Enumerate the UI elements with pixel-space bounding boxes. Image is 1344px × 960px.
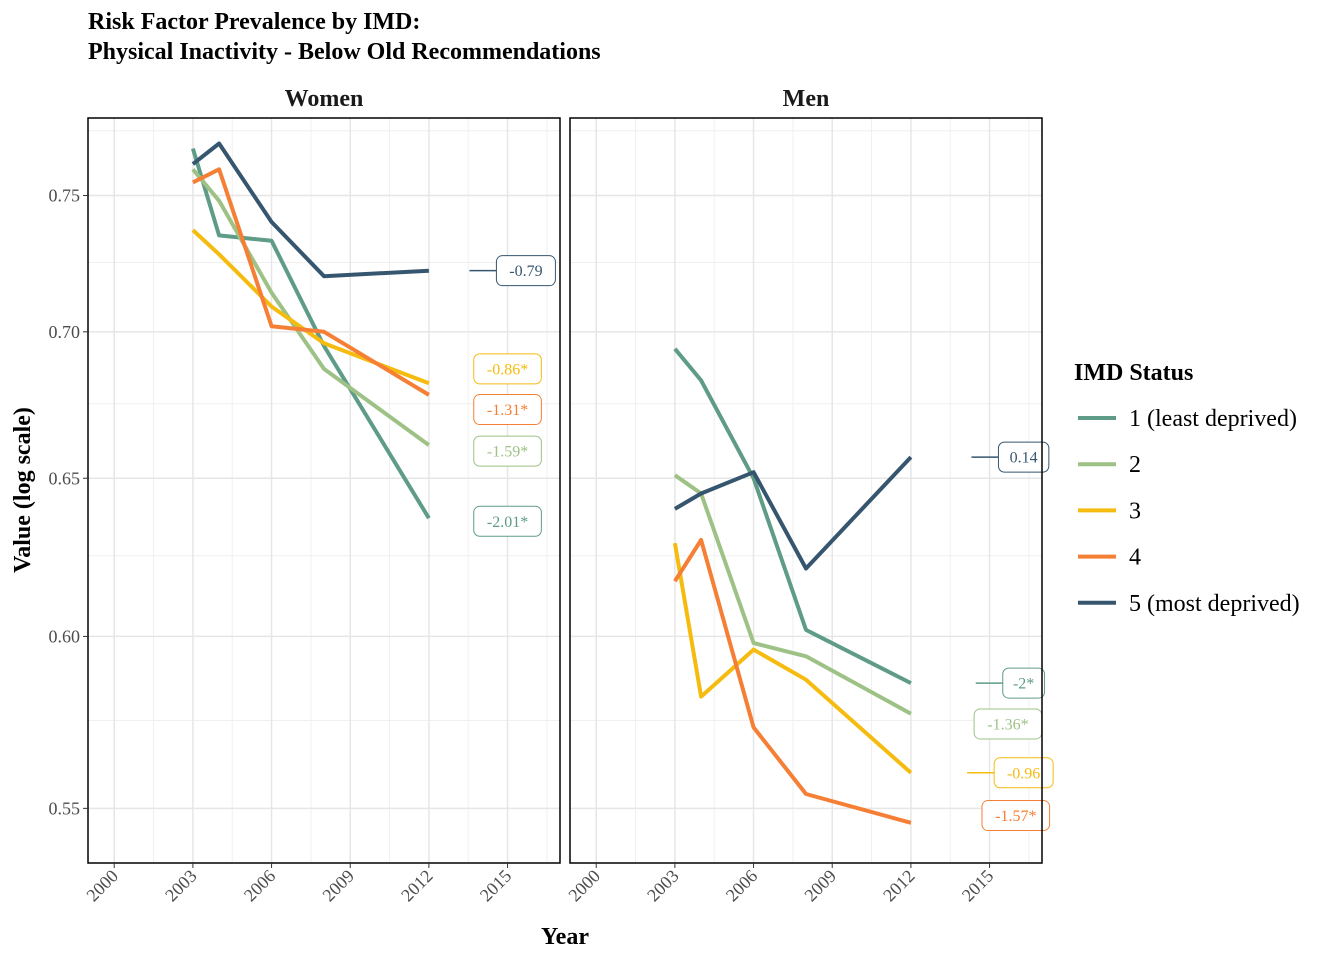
panel-women-grid xyxy=(88,118,560,863)
series-line-imd-1 xyxy=(673,347,912,685)
panel-men-x-ticks: 2000 2003 2006 2009 2012 2015 xyxy=(564,863,997,905)
annotation-label-text: -1.59* xyxy=(487,444,528,461)
x-axis-title: Year xyxy=(541,924,589,950)
series-line-imd-4 xyxy=(673,538,912,825)
x-tick-label: 2006 xyxy=(722,866,762,906)
annotation-label-text: -1.57* xyxy=(995,808,1036,825)
x-tick-label: 2003 xyxy=(643,866,683,906)
y-tick-label: 0.75 xyxy=(49,185,81,205)
strip-women-bg xyxy=(88,84,560,114)
y-axis-ticks: 0.55 0.60 0.65 0.70 0.75 xyxy=(49,185,88,818)
x-tick-label: 2015 xyxy=(958,866,998,906)
legend-items: 1 (least deprived) 2 3 4 5 (most deprived) xyxy=(1078,406,1300,617)
annotation-label: -0.79 xyxy=(469,255,556,287)
annotation-label-box xyxy=(993,757,1054,789)
x-tick-label: 2012 xyxy=(879,866,919,906)
y-tick-label: 0.60 xyxy=(49,626,81,646)
legend-label-imd-2: 2 xyxy=(1129,452,1141,478)
annotation-label-text: 0.14 xyxy=(1010,450,1038,467)
annotation-label-text: -2* xyxy=(1013,676,1034,693)
series-line-imd-2 xyxy=(191,168,431,447)
annotation-label-text: -1.36* xyxy=(987,716,1028,733)
annotation-label: -1.31* xyxy=(473,394,542,426)
panel-women-series xyxy=(190,141,431,520)
panel-men: Men 0.14-2*-1.36*-0.96-1.57* 2000 2003 200… xyxy=(564,84,1054,905)
y-axis-title: Value (log scale) xyxy=(10,407,36,573)
series-line-imd-5 xyxy=(673,455,913,571)
x-tick-label: 2015 xyxy=(476,866,516,906)
annotation-label: -1.36* xyxy=(973,708,1043,740)
strip-men-bg xyxy=(570,84,1042,114)
annotation-label-text: -0.79 xyxy=(509,263,542,280)
annotation-label-box xyxy=(495,255,556,287)
annotation-label: -1.57* xyxy=(981,800,1051,832)
panel-women: Women -0.79 -0.86* -1.31* -1.59* -2.01* 2000… xyxy=(82,84,561,905)
legend-label-imd-5: 5 (most deprived) xyxy=(1129,591,1300,617)
panel-men-grid xyxy=(570,118,1042,863)
legend-label-imd-1: 1 (least deprived) xyxy=(1129,406,1297,432)
annotation-label: -0.96 xyxy=(967,757,1054,789)
annotation-label-text: -1.31* xyxy=(487,402,528,419)
annotation-label-box xyxy=(1002,667,1046,699)
y-tick-label: 0.65 xyxy=(49,468,81,488)
chart-title-line-2: Physical Inactivity - Below Old Recommen… xyxy=(88,39,601,65)
chart-title-line-1: Risk Factor Prevalence by IMD: xyxy=(88,9,420,35)
series-line-imd-3 xyxy=(672,542,913,775)
series-line-imd-4 xyxy=(192,167,430,397)
annotation-label: -1.59* xyxy=(473,435,542,467)
annotation-label: 0.14 xyxy=(971,441,1050,473)
x-tick-label: 2009 xyxy=(318,866,358,906)
x-tick-label: 2003 xyxy=(161,866,201,906)
strip-label-women: Women xyxy=(285,86,364,112)
annotation-label-box xyxy=(473,394,542,426)
x-tick-label: 2006 xyxy=(240,866,280,906)
annotation-label-box xyxy=(981,800,1051,832)
x-tick-label: 2000 xyxy=(82,866,122,906)
strip-label-men: Men xyxy=(783,86,830,112)
x-tick-label: 2009 xyxy=(800,866,840,906)
panel-men-annotations: 0.14 -2* -1.36* -0.96 -1.57* xyxy=(967,441,1054,832)
annotation-label-text: -0.86* xyxy=(487,361,528,378)
annotation-label-box xyxy=(997,441,1050,473)
y-tick-label: 0.70 xyxy=(49,322,81,342)
annotation-label-box xyxy=(473,435,542,467)
legend-title: IMD Status xyxy=(1074,360,1193,386)
x-tick-label: 2012 xyxy=(397,866,437,906)
annotation-label: -0.86* xyxy=(473,353,542,385)
panel-women-border xyxy=(87,117,561,864)
annotation-label-text: -2.01* xyxy=(487,514,528,531)
series-line-imd-2 xyxy=(673,473,912,716)
legend-label-imd-3: 3 xyxy=(1129,498,1141,524)
legend-label-imd-4: 4 xyxy=(1129,545,1141,571)
series-line-imd-1 xyxy=(190,148,431,520)
panel-women-annotations: -0.79 -0.86* -1.31* -1.59* -2.01* xyxy=(469,255,556,537)
series-line-imd-5 xyxy=(191,141,430,279)
series-line-imd-3 xyxy=(191,228,430,386)
annotation-label-text: -0.96 xyxy=(1007,765,1040,782)
x-tick-label: 2000 xyxy=(564,866,604,906)
annotation-label-box xyxy=(473,505,542,537)
annotation-label: -2* xyxy=(975,667,1046,699)
panel-women-x-ticks: 2000 2003 2006 2009 2012 2015 xyxy=(82,863,515,905)
panel-men-series xyxy=(672,347,913,825)
annotation-label-box xyxy=(473,353,542,385)
panel-men-border xyxy=(569,117,1043,864)
legend: IMD Status 1 (least deprived) 2 3 4 5 (most … xyxy=(1074,360,1300,617)
y-tick-label: 0.55 xyxy=(49,798,81,818)
annotation-label: -2.01* xyxy=(473,505,542,537)
